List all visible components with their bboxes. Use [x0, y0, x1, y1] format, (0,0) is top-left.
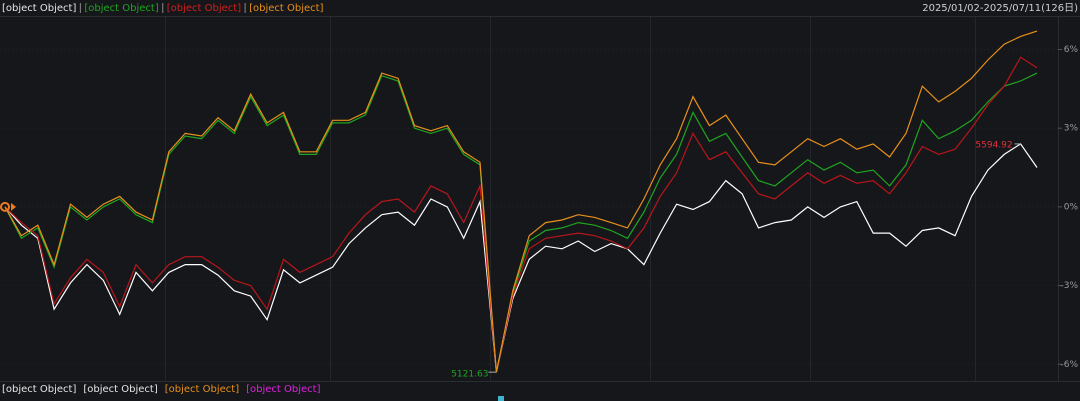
footer-stat: [object Object]: [83, 384, 157, 395]
footer-stat: [object Object]: [2, 384, 76, 395]
y-tick-label: 3%: [1064, 124, 1079, 134]
legend-entry: [object Object]: [167, 3, 241, 14]
series-line: [4, 143, 1038, 373]
series-line: [4, 30, 1038, 373]
start-arrow: [11, 202, 16, 211]
footer-stat: [object Object]: [246, 384, 320, 395]
annotation: 5121.63: [451, 370, 488, 380]
y-tick-label: 6%: [1064, 45, 1079, 55]
annotation: 5594.92: [975, 140, 1012, 150]
series-line: [4, 72, 1038, 373]
start-marker: [0, 201, 10, 212]
footer-stat: [object Object]: [165, 384, 239, 395]
scroll-marker: [498, 396, 504, 401]
legend-entry: [object Object]: [249, 3, 323, 14]
legend-entry: [object Object]: [84, 3, 158, 14]
y-tick-label: -3%: [1060, 281, 1078, 291]
legend-entry: [object Object]: [2, 3, 76, 14]
series-line: [4, 56, 1038, 373]
y-tick-label: 0%: [1064, 202, 1079, 212]
date-range: 2025/01/02-2025/07/11(126日): [922, 3, 1078, 14]
y-tick-label: -6%: [1060, 360, 1078, 370]
